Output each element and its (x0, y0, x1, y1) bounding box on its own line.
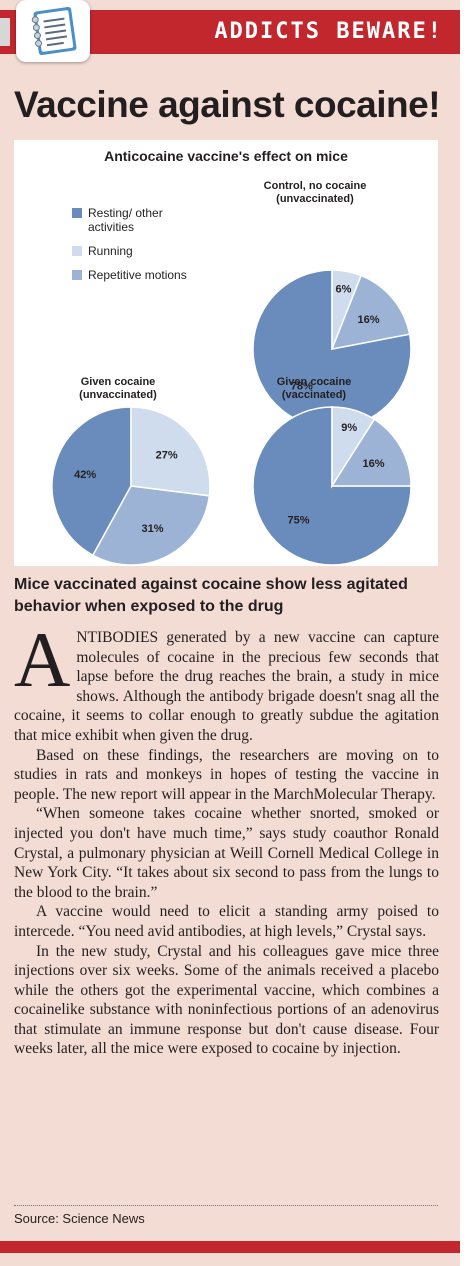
article-body: A NTIBODIES generated by a new vaccine ca… (14, 616, 439, 1059)
pie-label-repetitive: 31% (141, 523, 163, 535)
legend-swatch-running (72, 246, 82, 256)
article-paragraph: A NTIBODIES generated by a new vaccine ca… (14, 616, 439, 746)
legend-swatch-resting (72, 208, 82, 218)
pie-label-running: 9% (341, 422, 357, 434)
pie-chart-cocaine-unvaccinated: 42% 27% 31% (51, 406, 211, 566)
chart-legend: Resting/ other activities Running Repeti… (72, 206, 188, 292)
legend-item-resting: Resting/ other activities (72, 206, 188, 234)
notebook-icon (16, 0, 90, 62)
banner-text: ADDICTS BEWARE! (214, 19, 443, 44)
chart-title: Anticocaine vaccine's effect on mice (104, 148, 348, 164)
legend-item-running: Running (72, 244, 188, 258)
legend-label-resting: Resting/ other activities (88, 206, 163, 234)
legend-label-running: Running (88, 244, 133, 258)
pie-label-repetitive: 16% (357, 314, 379, 326)
article-paragraph: “When someone takes cocaine whether snor… (14, 805, 439, 901)
pie-slice-running (130, 406, 211, 497)
legend-label-repetitive: Repetitive motions (88, 268, 187, 282)
pie-label-running: 27% (156, 450, 178, 462)
pie-label-resting: 78% (291, 381, 313, 393)
legend-swatch-repetitive (72, 270, 82, 280)
source-credit: Source: Science News (14, 1211, 145, 1226)
pie-slice-repetitive (330, 418, 412, 487)
pie-title-cocaine-unvaccinated: Given cocaine (unvaccinated) (79, 376, 157, 401)
article-paragraph: In the new study, Crystal and his collea… (14, 942, 439, 1058)
pie-slice-resting (51, 406, 132, 557)
pie-chart-cocaine-vaccinated: 75% 9% 16% (252, 406, 412, 566)
headline: Vaccine against cocaine! (14, 84, 441, 125)
article-paragraph-text: NTIBODIES generated by a new vaccine can… (14, 629, 439, 744)
figure-caption: Mice vaccinated against cocaine show les… (14, 576, 408, 615)
pie-label-repetitive: 16% (362, 458, 384, 470)
pie-slice-repetitive (91, 485, 211, 566)
right-edge-strip (460, 0, 469, 1266)
legend-item-repetitive: Repetitive motions (72, 268, 188, 282)
pie-label-resting: 75% (287, 515, 309, 527)
pie-title-control: Control, no cocaine (unvaccinated) (263, 180, 367, 205)
article-paragraph: Based on these findings, the researchers… (14, 746, 439, 803)
header-left-stub (0, 18, 10, 46)
pie-label-resting: 42% (74, 469, 96, 481)
drop-cap: A (14, 616, 71, 703)
pie-slice-repetitive (330, 274, 411, 350)
footer-bar (0, 1241, 460, 1253)
chart-panel: Anticocaine vaccine's effect on mice Res… (14, 140, 438, 566)
pie-title-cocaine-vaccinated: Given cocaine (vaccinated) (276, 376, 352, 401)
article-paragraph: A vaccine would need to elicit a standin… (14, 903, 439, 940)
pie-label-running: 6% (336, 284, 352, 296)
source-divider (14, 1205, 438, 1206)
pie-chart-control: 78% 6% 16% (252, 269, 412, 429)
